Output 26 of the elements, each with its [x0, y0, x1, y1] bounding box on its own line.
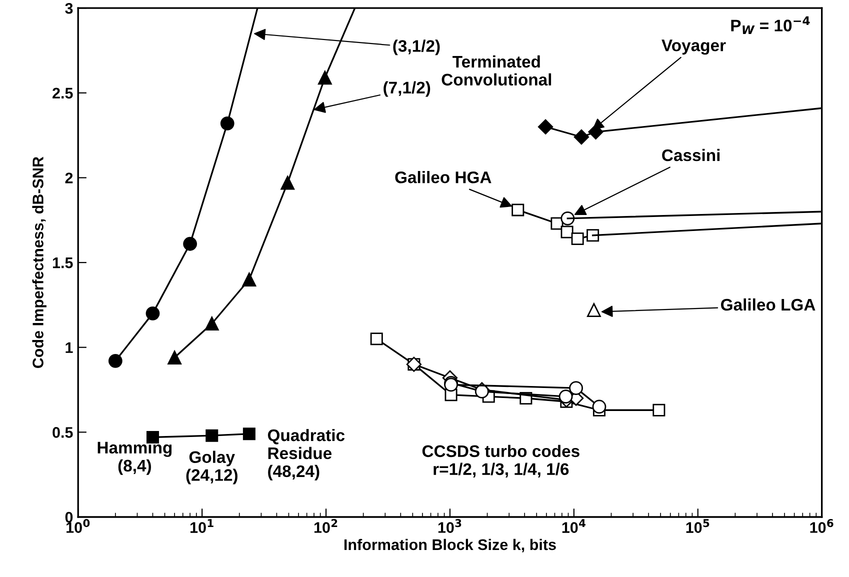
annotation: Hamming (8,4): [98, 441, 172, 475]
annotation: Terminated Convolutional: [442, 55, 552, 86]
y-tick-label: 1.5: [52, 258, 73, 268]
x-tick-label: 10$^{1}$: [190, 519, 214, 533]
x-axis-title: Information Block Size k, bits: [344, 538, 556, 552]
annotation: Quadratic Residue (48,24): [268, 428, 345, 480]
x-tick-label: 10$^{3}$: [438, 519, 462, 533]
annotation: Golay (24,12): [186, 450, 238, 484]
annotation: CCSDS turbo codes r=1/2, 1/3, 1/4, 1/6: [422, 444, 580, 478]
x-tick-label: 10$^{6}$: [810, 519, 834, 533]
annotation: Cassini: [662, 148, 720, 162]
y-tick-label: 0.5: [52, 427, 73, 438]
y-axis-title: Code Imperfectness, dB-SNR: [32, 156, 46, 368]
annotation: (3,1/2): [393, 40, 440, 56]
y-tick-label: 1: [66, 342, 73, 353]
y-tick-label: 2.5: [52, 88, 73, 99]
x-tick-label: 10$^{5}$: [686, 519, 710, 533]
x-tick-label: 10$^{2}$: [314, 519, 338, 533]
annotation: Voyager: [662, 40, 726, 55]
y-tick-label: 3: [65, 2, 73, 14]
y-tick-label: 2: [65, 172, 73, 184]
annotation: (7,1/2): [384, 81, 430, 97]
annotation: P$_{W}$ = 10$^{−4}$: [731, 16, 810, 34]
annotation: Galileo LGA: [721, 298, 816, 311]
annotation: Galileo HGA: [395, 171, 492, 184]
x-tick-label: 10$^{4}$: [562, 519, 586, 533]
